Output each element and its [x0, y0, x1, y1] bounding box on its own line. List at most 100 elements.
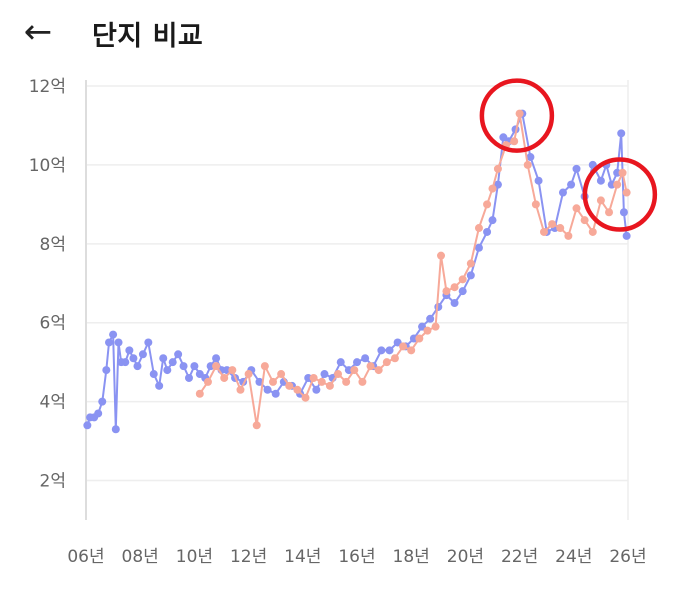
series-1-point	[450, 299, 459, 307]
series-1-point	[336, 358, 345, 367]
series-1-point	[149, 370, 158, 379]
series-2-point	[366, 362, 375, 371]
series-2-point	[325, 381, 334, 390]
series-1-point	[558, 188, 567, 197]
series-1-point	[155, 381, 164, 390]
series-2-point	[580, 216, 589, 225]
series-1-point	[163, 366, 172, 375]
series-1-point	[361, 354, 370, 363]
series-2-point	[431, 322, 440, 331]
highlight-circle-1	[479, 78, 555, 153]
series-2-point	[382, 358, 391, 367]
series-2-point	[350, 366, 359, 375]
y-tick-label: 4억	[40, 393, 66, 413]
series-1-point	[168, 358, 177, 367]
series-2-point	[399, 342, 408, 351]
series-1-point	[377, 346, 386, 355]
x-tick-label: 16년	[338, 547, 375, 567]
page-title: 단지 비교	[92, 21, 204, 52]
series-1-point	[179, 362, 188, 371]
series-1-point	[458, 287, 467, 296]
series-2-point	[531, 200, 540, 209]
back-button[interactable]: ←	[18, 12, 58, 52]
series-1-point	[526, 153, 535, 162]
series-1-point	[622, 231, 631, 240]
series-1-point	[312, 385, 321, 394]
series-1-point	[263, 385, 272, 394]
series-1-point	[159, 354, 168, 363]
series-1-point	[588, 160, 597, 169]
app-header: ← 단지 비교	[0, 0, 678, 70]
series-1-point	[212, 354, 221, 363]
series-1-point	[617, 129, 626, 138]
series-1-point	[109, 330, 118, 339]
series-2-point	[548, 220, 557, 229]
x-tick-label: 26년	[609, 547, 646, 567]
series-1-point	[138, 350, 147, 359]
series-1-point	[133, 362, 142, 371]
series-1-point	[474, 243, 483, 252]
series-2-point	[285, 381, 294, 390]
series-1-point	[125, 346, 134, 355]
series-1-point	[567, 180, 576, 189]
x-tick-label: 12년	[230, 547, 267, 567]
series-1-point	[534, 176, 543, 185]
series-1-point	[129, 354, 138, 363]
series-2-point	[572, 204, 581, 213]
series-2-point	[358, 377, 367, 386]
series-1-point	[102, 366, 111, 375]
series-2-point	[596, 196, 605, 205]
series-1-point	[596, 176, 605, 185]
series-2-point	[220, 373, 229, 382]
series-1-point	[572, 164, 581, 173]
x-tick-label: 20년	[447, 547, 484, 567]
series-2-point	[342, 377, 351, 386]
series-2-point	[588, 227, 597, 236]
series-2-point	[374, 366, 383, 375]
y-tick-label: 6억	[40, 314, 66, 334]
series-1-point	[184, 373, 193, 382]
series-2-point	[252, 421, 261, 430]
series-1-point	[144, 338, 153, 347]
series-1-point	[105, 338, 114, 347]
series-1-point	[174, 350, 183, 359]
chart-grid	[85, 80, 629, 520]
series-2-point	[260, 362, 269, 371]
x-tick-label: 24년	[555, 547, 592, 567]
series-1-point	[190, 362, 199, 371]
chart-ticks: 2억 4억 6억 8억 10억 12억 06년 08년 10년 12년 14년 16년 18년 20년 22…	[29, 77, 647, 567]
chart-series	[83, 109, 631, 434]
arrow-left-icon: ←	[23, 12, 53, 52]
series-2-point	[539, 227, 548, 236]
series-2-point	[510, 137, 519, 146]
series-2-point	[437, 251, 446, 260]
series-2-point	[407, 346, 416, 355]
series-2-point	[515, 109, 524, 118]
series-2-point	[203, 377, 212, 386]
series-2-line	[198, 112, 628, 427]
series-1-point	[483, 227, 492, 236]
series-1-line	[86, 112, 628, 431]
series-2-point	[458, 275, 467, 284]
series-2-point	[466, 259, 475, 268]
series-2-point	[450, 283, 459, 292]
series-2-point	[415, 334, 424, 343]
series-2-point	[556, 224, 565, 233]
x-tick-label: 14년	[284, 547, 321, 567]
series-2-point	[523, 160, 532, 169]
series-2-point	[236, 385, 245, 394]
series-2-point	[317, 377, 326, 386]
series-1-point	[488, 216, 497, 225]
series-2-point	[244, 370, 253, 379]
series-2-point	[613, 180, 622, 189]
chart-annotations	[479, 78, 658, 232]
series-1-point	[271, 389, 280, 398]
series-1-point	[121, 358, 130, 367]
series-2-point	[618, 168, 627, 177]
series-2-point	[564, 231, 573, 240]
x-tick-label: 22년	[501, 547, 538, 567]
series-1-point	[466, 271, 475, 280]
series-1-point	[83, 421, 92, 430]
y-tick-label: 8억	[40, 235, 66, 255]
